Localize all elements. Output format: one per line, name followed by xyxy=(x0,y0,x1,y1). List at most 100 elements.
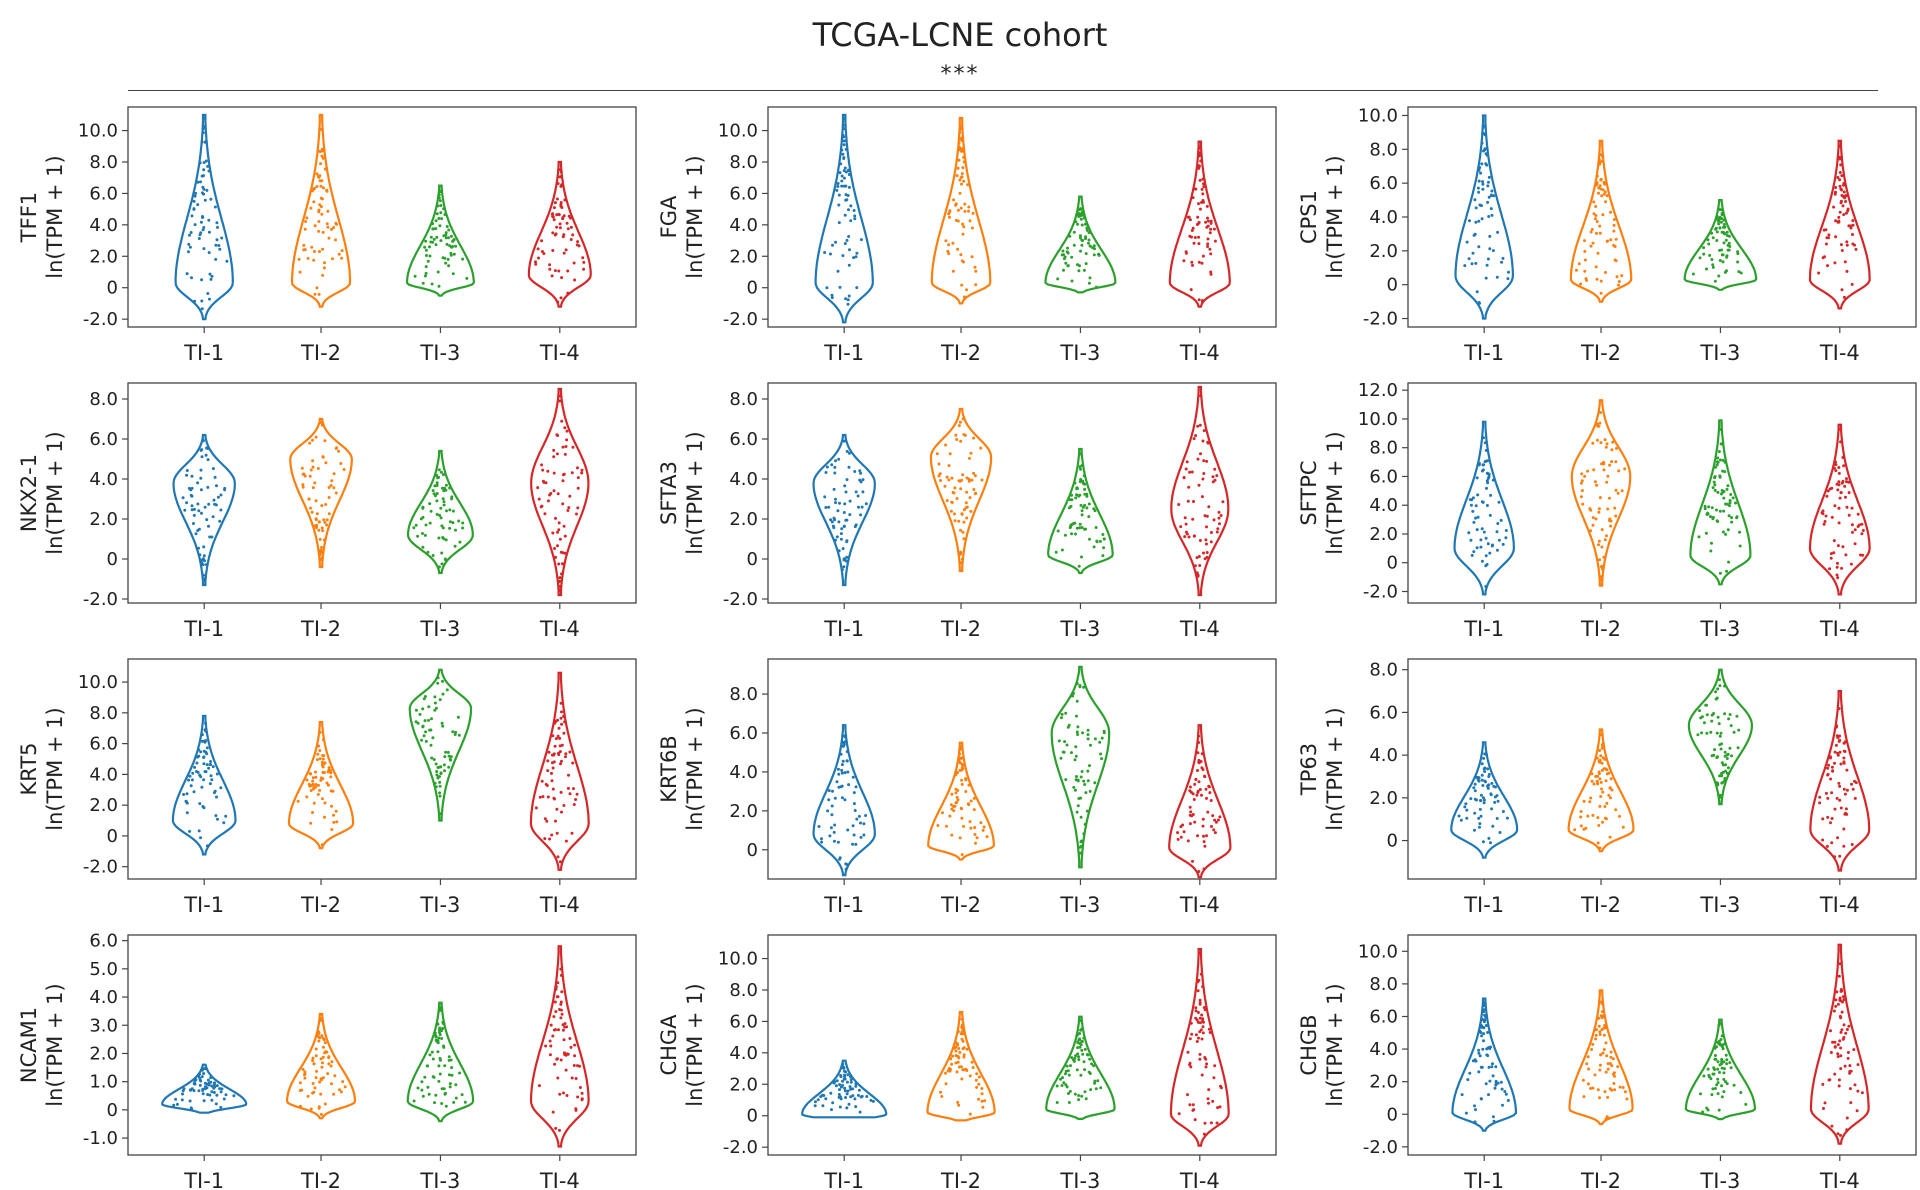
data-point xyxy=(1839,762,1843,766)
data-point xyxy=(200,511,203,515)
data-point xyxy=(558,226,562,230)
data-point xyxy=(1067,506,1071,510)
y-tick-label: 0 xyxy=(107,1100,118,1121)
data-point xyxy=(326,209,330,213)
data-point xyxy=(314,770,317,774)
data-point xyxy=(1618,814,1621,818)
data-point xyxy=(960,746,964,750)
data-point xyxy=(1737,270,1741,274)
data-point xyxy=(313,224,317,228)
data-point xyxy=(1823,255,1826,259)
data-point xyxy=(944,1071,947,1075)
data-point xyxy=(1715,214,1719,218)
data-point xyxy=(565,221,569,225)
data-point xyxy=(207,766,211,770)
x-tick-label: TI-1 xyxy=(183,893,224,917)
data-point xyxy=(1722,231,1725,234)
data-point xyxy=(1197,242,1201,246)
data-point xyxy=(571,761,575,765)
data-point xyxy=(1718,684,1722,688)
data-point xyxy=(829,252,832,256)
data-point xyxy=(562,1038,566,1042)
data-point xyxy=(204,453,208,457)
data-point xyxy=(224,814,228,818)
data-point xyxy=(193,299,197,303)
data-point xyxy=(1601,756,1605,760)
data-point xyxy=(830,296,834,300)
data-point xyxy=(957,141,961,145)
data-point xyxy=(1482,1032,1486,1036)
data-point xyxy=(202,545,206,549)
data-point xyxy=(1198,1016,1202,1020)
data-point xyxy=(343,1085,347,1089)
data-point xyxy=(213,1085,217,1089)
data-point xyxy=(425,1064,429,1068)
data-point xyxy=(570,1076,574,1080)
data-point xyxy=(461,526,465,530)
data-point xyxy=(559,973,563,977)
data-point xyxy=(1855,1109,1859,1113)
data-point xyxy=(573,278,577,282)
data-point xyxy=(546,795,550,799)
data-point xyxy=(1836,1055,1840,1059)
data-point xyxy=(560,810,563,814)
data-point xyxy=(557,213,561,217)
data-point xyxy=(1845,788,1849,792)
data-point xyxy=(1728,1061,1732,1065)
data-point xyxy=(1588,800,1592,804)
data-point xyxy=(1595,220,1599,223)
data-point xyxy=(1601,1015,1604,1019)
violin-outline xyxy=(1044,195,1117,294)
data-point xyxy=(1603,805,1607,808)
data-point xyxy=(1723,460,1727,464)
data-point xyxy=(1720,742,1723,746)
data-point xyxy=(1591,516,1595,520)
data-point xyxy=(203,740,207,744)
data-point xyxy=(1613,245,1617,248)
data-point xyxy=(452,252,456,256)
data-point xyxy=(962,295,966,299)
data-point xyxy=(553,1062,557,1066)
x-tick-label: TI-1 xyxy=(1463,893,1504,917)
data-point xyxy=(1610,1088,1614,1092)
data-point xyxy=(1725,1058,1729,1062)
data-point xyxy=(438,1072,442,1076)
data-point xyxy=(198,233,202,237)
data-point xyxy=(1725,1062,1729,1066)
data-point xyxy=(581,256,585,260)
data-point xyxy=(552,471,556,475)
data-point xyxy=(1221,500,1225,504)
data-point xyxy=(840,763,844,767)
data-point xyxy=(1082,779,1086,783)
data-point xyxy=(1070,498,1074,502)
data-point xyxy=(547,750,551,754)
data-point xyxy=(1691,272,1695,276)
data-point xyxy=(1853,1083,1857,1087)
data-point xyxy=(425,254,428,257)
data-point xyxy=(1197,760,1201,764)
x-tick-label: TI-3 xyxy=(1699,341,1740,365)
data-point xyxy=(1702,1074,1706,1078)
data-point xyxy=(839,162,843,166)
data-point xyxy=(1200,1013,1204,1017)
data-point xyxy=(849,1095,853,1099)
data-point xyxy=(1851,242,1855,246)
data-point xyxy=(560,276,564,280)
data-point xyxy=(320,423,324,427)
data-point xyxy=(1494,1065,1498,1069)
data-point xyxy=(1203,557,1207,561)
data-point xyxy=(1473,789,1477,793)
data-point xyxy=(422,734,426,738)
data-point xyxy=(1082,1036,1086,1040)
data-point xyxy=(1207,505,1211,509)
data-point xyxy=(839,537,843,541)
data-point xyxy=(975,1072,979,1076)
data-point xyxy=(1491,249,1495,253)
data-point xyxy=(960,283,964,287)
data-point xyxy=(960,782,964,786)
data-point xyxy=(561,502,565,506)
data-point xyxy=(201,228,205,232)
data-point xyxy=(558,1092,562,1096)
data-point xyxy=(437,468,441,472)
data-point xyxy=(1213,831,1217,835)
